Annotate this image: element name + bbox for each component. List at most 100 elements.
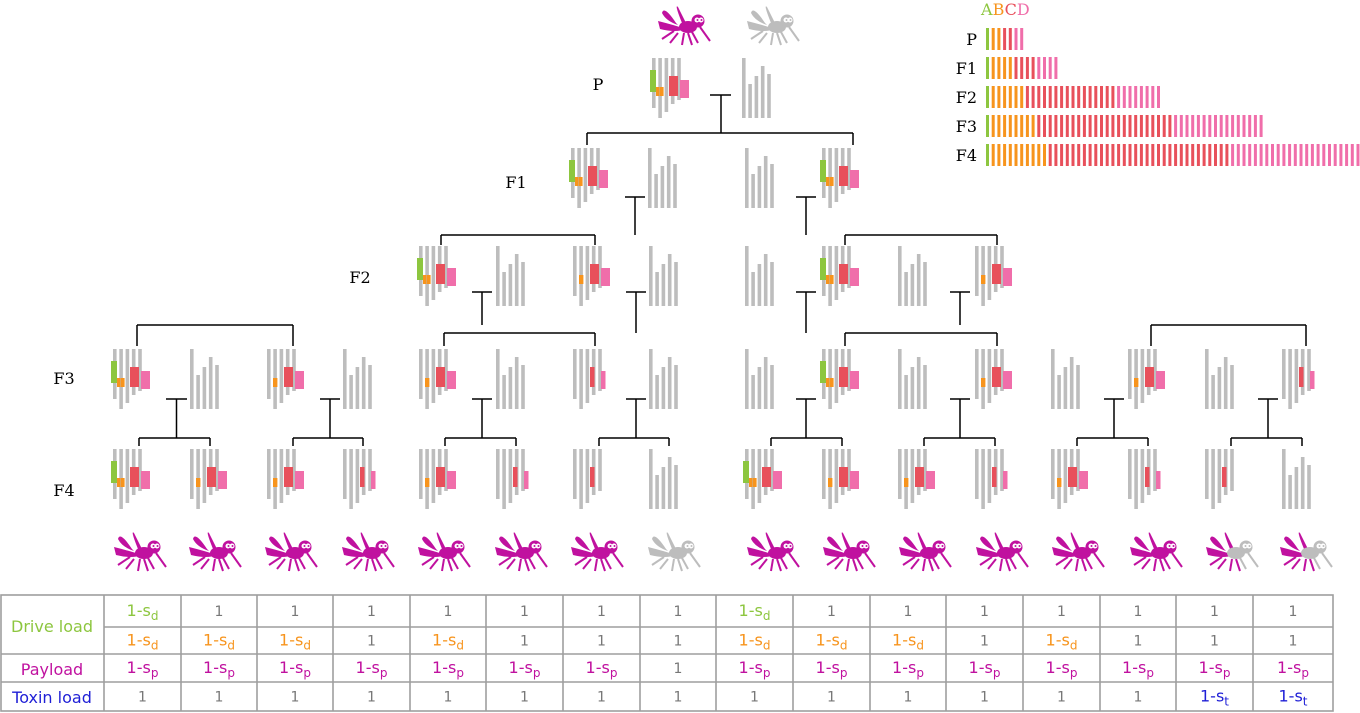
table-cell: 1	[597, 690, 606, 706]
construct-C	[839, 467, 848, 487]
table-cell: 1	[750, 690, 759, 706]
chromosome	[770, 262, 774, 306]
karyotype	[573, 246, 610, 306]
table-cell: 1-sd	[432, 631, 464, 653]
legend-bar-D	[1225, 115, 1229, 137]
legend-bar-D	[1288, 144, 1292, 166]
legend-bar-D	[1196, 115, 1200, 137]
legend-bar-C	[1174, 144, 1178, 166]
table-cell: 1-sd	[816, 631, 848, 653]
chromosome	[745, 148, 749, 208]
construct-C	[436, 367, 445, 387]
table-cell: 1	[597, 634, 606, 650]
legend-bar-B	[1037, 144, 1041, 166]
chromosome	[521, 365, 525, 409]
construct-C	[1145, 367, 1154, 387]
chromosome	[349, 375, 353, 409]
chromosome	[138, 449, 142, 491]
construct-B	[273, 378, 278, 387]
construct-C	[992, 367, 1001, 387]
legend-bar-C	[1151, 115, 1155, 137]
construct-B	[830, 177, 834, 186]
pedigree-line	[1230, 399, 1303, 446]
legend-bar-C	[1168, 144, 1172, 166]
legend-bar-B	[1003, 57, 1007, 79]
karyotype	[1051, 349, 1080, 409]
legend-bar-C	[1094, 144, 1098, 166]
mosquito-icon	[1206, 532, 1259, 572]
chromosome	[757, 264, 762, 306]
table-cell: 1-sd	[739, 631, 771, 653]
chromosome	[444, 349, 448, 391]
table-cell: 1	[367, 690, 376, 706]
chromosome	[292, 349, 296, 391]
legend-bar-D	[1265, 144, 1269, 166]
table-row-label: Payload	[21, 660, 83, 679]
chromosome	[596, 148, 600, 190]
legend-bar-B	[1031, 115, 1035, 137]
chromosome	[673, 164, 677, 208]
construct-B	[981, 275, 986, 284]
karyotype	[1128, 349, 1165, 409]
chromosome	[573, 246, 577, 296]
legend-bar-B	[1003, 144, 1007, 166]
chromosome	[215, 449, 219, 491]
construct-C	[1145, 467, 1150, 487]
construct-C	[590, 264, 599, 284]
legend-bar-D	[1339, 144, 1343, 166]
pedigree-line	[805, 197, 998, 245]
construct-B	[121, 478, 125, 487]
karyotype	[745, 246, 774, 306]
legend-bar-B	[991, 144, 995, 166]
chromosome	[760, 66, 765, 118]
chromosome	[496, 246, 500, 306]
chromosome	[742, 58, 746, 118]
legend-bar-C	[1037, 86, 1041, 108]
construct-B	[828, 478, 833, 487]
legend-bar-C	[1208, 144, 1212, 166]
pedigree-line	[138, 399, 211, 446]
chromosome	[1282, 449, 1286, 509]
karyotype	[496, 349, 525, 409]
mosquito-icon	[1280, 532, 1333, 572]
table-cell: 1	[1289, 634, 1298, 650]
mosquito-icon	[189, 532, 242, 572]
table-cell: 1	[904, 604, 913, 620]
chromosome	[754, 76, 759, 118]
chromosome	[834, 449, 839, 503]
chromosome	[138, 349, 142, 391]
construct-C	[130, 467, 139, 487]
karyotype	[650, 58, 689, 118]
legend-bar-D	[1214, 115, 1217, 137]
chromosome	[757, 166, 762, 208]
chromosome	[770, 164, 774, 208]
chromosome	[355, 449, 360, 503]
chromosome	[1000, 246, 1004, 288]
legend-bar-C	[1082, 115, 1086, 137]
construct-D	[850, 268, 859, 286]
chromosome	[834, 349, 839, 403]
construct-D	[295, 471, 304, 489]
chromosome	[508, 264, 513, 306]
chromosome	[444, 449, 448, 491]
construct-D	[680, 80, 689, 98]
table-cell: 1-sd	[127, 601, 159, 623]
legend-bar-D	[1253, 144, 1257, 166]
legend-bar-C	[1043, 115, 1046, 137]
table-cell: 1	[1057, 690, 1066, 706]
construct-D	[447, 471, 456, 489]
chromosome	[583, 148, 588, 202]
construct-B	[826, 378, 830, 387]
chromosome	[975, 449, 979, 499]
chromosome	[343, 349, 347, 409]
karyotype	[898, 449, 935, 509]
construct-C	[513, 467, 518, 487]
legend-row-label: F3	[956, 117, 977, 136]
table-cell: 1	[674, 690, 683, 706]
karyotype	[190, 449, 227, 509]
construct-B	[425, 378, 430, 387]
karyotype-panels	[111, 58, 1315, 509]
legend-bar-C	[1157, 115, 1160, 137]
table-cell: 1	[904, 690, 913, 706]
